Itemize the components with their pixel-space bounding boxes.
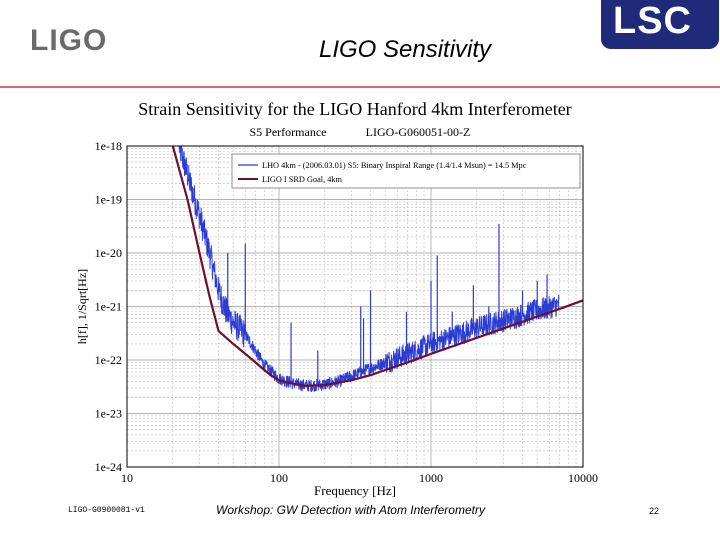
chart-subtitle-right: LIGO-G060051-00-Z [366,125,471,139]
chart-title: Strain Sensitivity for the LIGO Hanford … [138,99,571,119]
y-tick-label: 1e-23 [95,407,122,421]
x-tick-label: 100 [270,471,288,485]
footer-event: Workshop: GW Detection with Atom Interfe… [216,503,485,517]
y-tick-label: 1e-18 [95,139,122,153]
x-tick-label: 10000 [568,471,598,485]
chart-subtitle-left: S5 Performance [250,125,327,139]
header-divider [0,86,720,88]
x-axis-label: Frequency [Hz] [314,483,396,498]
legend-label-measured: LHO 4km - (2006.03.01) S5: Binary Inspir… [262,161,527,170]
lsc-logo-text: LSC [613,0,692,42]
sensitivity-chart: 10 100 1000 10000 1e-18 1e-19 1e-20 1e-21 1e-22 1… [75,99,598,498]
y-tick-label: 1e-21 [95,300,122,314]
lsc-logo: LSC [601,0,719,49]
footer-page-number: 22 [649,506,660,516]
series-goal-line [171,146,583,387]
ligo-logo: LIGO [30,24,108,57]
y-tick-label: 1e-20 [95,246,122,260]
legend-box [231,153,581,189]
slide-title: LIGO Sensitivity [318,36,492,63]
x-tick-label: 1000 [419,471,443,485]
plot-border [126,145,584,468]
y-axis-label: h[f], 1/Sqrt[Hz] [75,269,89,344]
footer-doc-id: LIGO-G0900081-v1 [68,506,145,515]
y-tick-label: 1e-22 [95,353,122,367]
y-tick-label: 1e-24 [95,460,122,474]
y-tick-label: 1e-19 [95,193,122,207]
legend-label-goal: LIGO I SRD Goal, 4km [262,175,343,184]
x-tick-label: 10 [121,471,133,485]
